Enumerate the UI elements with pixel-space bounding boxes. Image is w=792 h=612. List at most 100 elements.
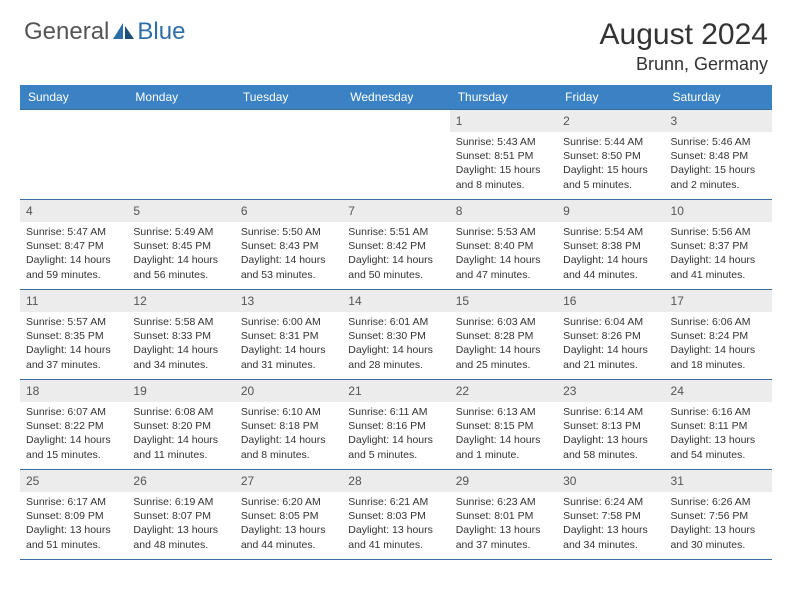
day-number: 1 (450, 110, 557, 132)
calendar-cell: 19Sunrise: 6:08 AMSunset: 8:20 PMDayligh… (127, 380, 234, 470)
day-info: Sunrise: 6:06 AMSunset: 8:24 PMDaylight:… (665, 312, 772, 375)
calendar-cell: 1Sunrise: 5:43 AMSunset: 8:51 PMDaylight… (450, 110, 557, 200)
day-info: Sunrise: 5:50 AMSunset: 8:43 PMDaylight:… (235, 222, 342, 285)
calendar-cell: 14Sunrise: 6:01 AMSunset: 8:30 PMDayligh… (342, 290, 449, 380)
day-number: 18 (20, 380, 127, 402)
day-number: 7 (342, 200, 449, 222)
weekday-header: Monday (127, 85, 234, 110)
day-info: Sunrise: 5:54 AMSunset: 8:38 PMDaylight:… (557, 222, 664, 285)
calendar-cell: 2Sunrise: 5:44 AMSunset: 8:50 PMDaylight… (557, 110, 664, 200)
logo-text-1: General (24, 18, 109, 46)
calendar-cell: 27Sunrise: 6:20 AMSunset: 8:05 PMDayligh… (235, 470, 342, 560)
day-number: 30 (557, 470, 664, 492)
day-info: Sunrise: 6:04 AMSunset: 8:26 PMDaylight:… (557, 312, 664, 375)
day-info: Sunrise: 6:01 AMSunset: 8:30 PMDaylight:… (342, 312, 449, 375)
calendar-cell: 29Sunrise: 6:23 AMSunset: 8:01 PMDayligh… (450, 470, 557, 560)
day-number: 27 (235, 470, 342, 492)
day-number: 8 (450, 200, 557, 222)
calendar-cell: 31Sunrise: 6:26 AMSunset: 7:56 PMDayligh… (665, 470, 772, 560)
weekday-header: Thursday (450, 85, 557, 110)
day-info: Sunrise: 6:17 AMSunset: 8:09 PMDaylight:… (20, 492, 127, 555)
day-info: Sunrise: 6:23 AMSunset: 8:01 PMDaylight:… (450, 492, 557, 555)
day-info: Sunrise: 6:00 AMSunset: 8:31 PMDaylight:… (235, 312, 342, 375)
day-number: 24 (665, 380, 772, 402)
calendar-cell: 6Sunrise: 5:50 AMSunset: 8:43 PMDaylight… (235, 200, 342, 290)
day-info: Sunrise: 5:46 AMSunset: 8:48 PMDaylight:… (665, 132, 772, 195)
title-block: August 2024 Brunn, Germany (600, 18, 768, 75)
calendar-cell: 4Sunrise: 5:47 AMSunset: 8:47 PMDaylight… (20, 200, 127, 290)
day-info: Sunrise: 6:16 AMSunset: 8:11 PMDaylight:… (665, 402, 772, 465)
day-info: Sunrise: 6:21 AMSunset: 8:03 PMDaylight:… (342, 492, 449, 555)
day-info: Sunrise: 6:11 AMSunset: 8:16 PMDaylight:… (342, 402, 449, 465)
calendar-cell: 16Sunrise: 6:04 AMSunset: 8:26 PMDayligh… (557, 290, 664, 380)
day-number: 5 (127, 200, 234, 222)
day-number: 17 (665, 290, 772, 312)
day-info: Sunrise: 6:03 AMSunset: 8:28 PMDaylight:… (450, 312, 557, 375)
day-info: Sunrise: 5:58 AMSunset: 8:33 PMDaylight:… (127, 312, 234, 375)
calendar-body: 1Sunrise: 5:43 AMSunset: 8:51 PMDaylight… (20, 110, 772, 560)
weekday-header: Wednesday (342, 85, 449, 110)
day-number: 11 (20, 290, 127, 312)
header: General Blue August 2024 Brunn, Germany (0, 0, 792, 85)
calendar-row: 25Sunrise: 6:17 AMSunset: 8:09 PMDayligh… (20, 470, 772, 560)
calendar-cell: 18Sunrise: 6:07 AMSunset: 8:22 PMDayligh… (20, 380, 127, 470)
calendar-cell: 3Sunrise: 5:46 AMSunset: 8:48 PMDaylight… (665, 110, 772, 200)
calendar-cell: 23Sunrise: 6:14 AMSunset: 8:13 PMDayligh… (557, 380, 664, 470)
calendar-cell: 7Sunrise: 5:51 AMSunset: 8:42 PMDaylight… (342, 200, 449, 290)
logo-text-2: Blue (137, 18, 185, 46)
day-number: 2 (557, 110, 664, 132)
day-info: Sunrise: 6:24 AMSunset: 7:58 PMDaylight:… (557, 492, 664, 555)
calendar-cell (127, 110, 234, 200)
weekday-header: Friday (557, 85, 664, 110)
calendar-cell: 26Sunrise: 6:19 AMSunset: 8:07 PMDayligh… (127, 470, 234, 560)
calendar-cell: 22Sunrise: 6:13 AMSunset: 8:15 PMDayligh… (450, 380, 557, 470)
calendar-header: SundayMondayTuesdayWednesdayThursdayFrid… (20, 85, 772, 110)
day-number: 10 (665, 200, 772, 222)
day-number: 13 (235, 290, 342, 312)
calendar-cell: 30Sunrise: 6:24 AMSunset: 7:58 PMDayligh… (557, 470, 664, 560)
day-number: 14 (342, 290, 449, 312)
weekday-header: Tuesday (235, 85, 342, 110)
calendar-cell: 8Sunrise: 5:53 AMSunset: 8:40 PMDaylight… (450, 200, 557, 290)
calendar-cell (342, 110, 449, 200)
day-info: Sunrise: 6:14 AMSunset: 8:13 PMDaylight:… (557, 402, 664, 465)
page-title: August 2024 (600, 18, 768, 52)
calendar-cell: 15Sunrise: 6:03 AMSunset: 8:28 PMDayligh… (450, 290, 557, 380)
weekday-header: Saturday (665, 85, 772, 110)
calendar-cell (235, 110, 342, 200)
day-number: 21 (342, 380, 449, 402)
day-info: Sunrise: 5:44 AMSunset: 8:50 PMDaylight:… (557, 132, 664, 195)
calendar-cell: 24Sunrise: 6:16 AMSunset: 8:11 PMDayligh… (665, 380, 772, 470)
day-info: Sunrise: 6:26 AMSunset: 7:56 PMDaylight:… (665, 492, 772, 555)
day-info: Sunrise: 5:56 AMSunset: 8:37 PMDaylight:… (665, 222, 772, 285)
day-number: 9 (557, 200, 664, 222)
day-number: 6 (235, 200, 342, 222)
calendar-cell: 12Sunrise: 5:58 AMSunset: 8:33 PMDayligh… (127, 290, 234, 380)
day-info: Sunrise: 6:08 AMSunset: 8:20 PMDaylight:… (127, 402, 234, 465)
logo: General Blue (24, 18, 185, 46)
sail-icon (113, 23, 135, 41)
day-number: 20 (235, 380, 342, 402)
calendar-cell: 25Sunrise: 6:17 AMSunset: 8:09 PMDayligh… (20, 470, 127, 560)
day-number: 15 (450, 290, 557, 312)
calendar-table: SundayMondayTuesdayWednesdayThursdayFrid… (20, 85, 772, 560)
day-number: 31 (665, 470, 772, 492)
day-number: 23 (557, 380, 664, 402)
day-number: 19 (127, 380, 234, 402)
calendar-row: 11Sunrise: 5:57 AMSunset: 8:35 PMDayligh… (20, 290, 772, 380)
calendar-row: 4Sunrise: 5:47 AMSunset: 8:47 PMDaylight… (20, 200, 772, 290)
day-info: Sunrise: 6:20 AMSunset: 8:05 PMDaylight:… (235, 492, 342, 555)
day-info: Sunrise: 5:53 AMSunset: 8:40 PMDaylight:… (450, 222, 557, 285)
day-number: 3 (665, 110, 772, 132)
day-number: 29 (450, 470, 557, 492)
calendar-row: 1Sunrise: 5:43 AMSunset: 8:51 PMDaylight… (20, 110, 772, 200)
calendar-row: 18Sunrise: 6:07 AMSunset: 8:22 PMDayligh… (20, 380, 772, 470)
calendar-cell: 9Sunrise: 5:54 AMSunset: 8:38 PMDaylight… (557, 200, 664, 290)
calendar-cell: 21Sunrise: 6:11 AMSunset: 8:16 PMDayligh… (342, 380, 449, 470)
day-number: 26 (127, 470, 234, 492)
calendar-cell: 11Sunrise: 5:57 AMSunset: 8:35 PMDayligh… (20, 290, 127, 380)
day-number: 16 (557, 290, 664, 312)
calendar-cell (20, 110, 127, 200)
day-info: Sunrise: 6:07 AMSunset: 8:22 PMDaylight:… (20, 402, 127, 465)
day-info: Sunrise: 5:47 AMSunset: 8:47 PMDaylight:… (20, 222, 127, 285)
